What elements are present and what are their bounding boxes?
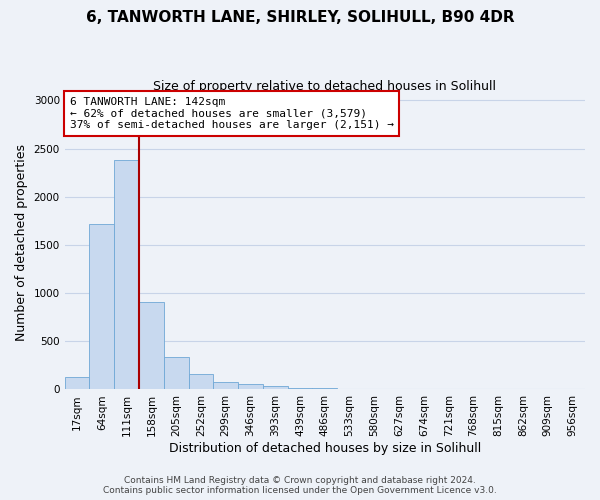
Bar: [65, 377, 89, 390]
Bar: [164, 356, 188, 390]
X-axis label: Distribution of detached houses by size in Solihull: Distribution of detached houses by size …: [169, 442, 481, 455]
Bar: [89, 224, 114, 390]
Bar: [188, 374, 214, 390]
Text: 6, TANWORTH LANE, SHIRLEY, SOLIHULL, B90 4DR: 6, TANWORTH LANE, SHIRLEY, SOLIHULL, B90…: [86, 10, 514, 25]
Bar: [114, 160, 139, 390]
Bar: [214, 382, 238, 390]
Bar: [287, 388, 313, 390]
Bar: [263, 386, 287, 390]
Y-axis label: Number of detached properties: Number of detached properties: [15, 144, 28, 341]
Bar: [313, 388, 337, 390]
Text: 6 TANWORTH LANE: 142sqm
← 62% of detached houses are smaller (3,579)
37% of semi: 6 TANWORTH LANE: 142sqm ← 62% of detache…: [70, 97, 394, 130]
Bar: [238, 384, 263, 390]
Text: Contains HM Land Registry data © Crown copyright and database right 2024.
Contai: Contains HM Land Registry data © Crown c…: [103, 476, 497, 495]
Title: Size of property relative to detached houses in Solihull: Size of property relative to detached ho…: [154, 80, 496, 93]
Bar: [139, 302, 164, 390]
